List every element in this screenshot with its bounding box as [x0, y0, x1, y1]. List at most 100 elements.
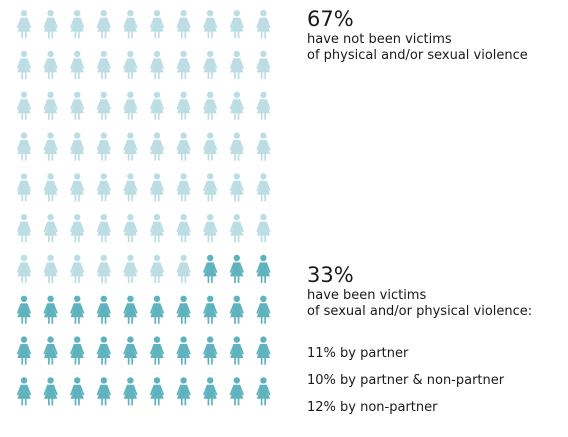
- person-icon-not-victim: [149, 50, 165, 79]
- person-icon-not-victim: [43, 50, 58, 79]
- person-icon-not-victim: [96, 132, 111, 161]
- person-icon-not-victim: [96, 50, 111, 79]
- person-icon-victim: [70, 295, 85, 324]
- person-icon-victim: [203, 295, 218, 324]
- person-icon-not-victim: [149, 132, 165, 161]
- person-icon-not-victim: [16, 254, 32, 283]
- person-icon-victim: [149, 377, 165, 406]
- person-icon-victim: [176, 295, 191, 324]
- person-icon-victim: [123, 295, 138, 324]
- person-icon-not-victim: [43, 132, 58, 161]
- person-icon-not-victim: [203, 214, 218, 243]
- person-icon-not-victim: [149, 10, 165, 39]
- person-icon-not-victim: [229, 132, 244, 161]
- person-icon-not-victim: [229, 10, 244, 39]
- person-icon-victim: [70, 377, 85, 406]
- person-icon-victim: [43, 295, 58, 324]
- person-icon-not-victim: [16, 91, 32, 120]
- person-icon-not-victim: [43, 214, 58, 243]
- person-icon-victim: [16, 295, 32, 324]
- person-icon-not-victim: [123, 214, 138, 243]
- not-victims-label-line1: have not been victims: [307, 32, 452, 48]
- person-icon-not-victim: [256, 214, 271, 243]
- person-icon-victim: [203, 377, 218, 406]
- person-icon-not-victim: [70, 173, 85, 202]
- person-icon-not-victim: [176, 10, 191, 39]
- person-icon-victim: [203, 336, 218, 365]
- person-icon-not-victim: [176, 91, 191, 120]
- person-icon-not-victim: [229, 173, 244, 202]
- breakdown-non-partner: 12% by non-partner: [307, 400, 438, 415]
- person-icon-not-victim: [176, 173, 191, 202]
- person-icon-not-victim: [229, 50, 244, 79]
- person-icon-not-victim: [123, 10, 138, 39]
- person-icon-victim: [149, 295, 165, 324]
- person-icon-not-victim: [43, 173, 58, 202]
- person-icon-victim: [203, 254, 218, 283]
- person-icon-not-victim: [96, 254, 111, 283]
- person-icon-not-victim: [229, 91, 244, 120]
- person-icon-victim: [70, 336, 85, 365]
- person-icon-not-victim: [149, 254, 165, 283]
- person-icon-not-victim: [203, 173, 218, 202]
- person-icon-not-victim: [43, 91, 58, 120]
- person-icon-not-victim: [16, 173, 32, 202]
- person-icon-not-victim: [149, 91, 165, 120]
- person-icon-not-victim: [256, 132, 271, 161]
- person-icon-not-victim: [149, 214, 165, 243]
- person-icon-not-victim: [96, 10, 111, 39]
- person-icon-victim: [96, 377, 111, 406]
- person-icon-victim: [256, 295, 271, 324]
- person-icon-not-victim: [229, 214, 244, 243]
- breakdown-partner-and-non-partner: 10% by partner & non-partner: [307, 373, 505, 388]
- person-icon-victim: [229, 254, 244, 283]
- person-icon-victim: [256, 377, 271, 406]
- person-icon-victim: [16, 377, 32, 406]
- person-icon-not-victim: [149, 173, 165, 202]
- person-icon-not-victim: [70, 214, 85, 243]
- person-icon-not-victim: [16, 10, 32, 39]
- person-icon-not-victim: [256, 10, 271, 39]
- person-icon-victim: [176, 377, 191, 406]
- person-icon-victim: [43, 377, 58, 406]
- person-icon-victim: [96, 336, 111, 365]
- victims-label-line2: of sexual and/or physical violence:: [307, 303, 533, 319]
- person-icon-victim: [123, 336, 138, 365]
- person-icon-victim: [16, 336, 32, 365]
- person-icon-not-victim: [256, 173, 271, 202]
- victims-block: 33% have been victims of sexual and/or p…: [307, 263, 532, 319]
- person-icon-not-victim: [70, 50, 85, 79]
- person-icon-not-victim: [96, 91, 111, 120]
- person-icon-not-victim: [96, 173, 111, 202]
- person-icon-not-victim: [123, 91, 138, 120]
- person-icon-not-victim: [123, 132, 138, 161]
- person-icon-not-victim: [123, 173, 138, 202]
- not-victims-label-line2: of physical and/or sexual violence: [307, 47, 528, 63]
- person-icon-victim: [123, 377, 138, 406]
- person-icon-not-victim: [16, 214, 32, 243]
- person-icon-not-victim: [203, 91, 218, 120]
- person-icon-not-victim: [70, 254, 85, 283]
- person-icon-not-victim: [123, 254, 138, 283]
- victims-label-line1: have been victims: [307, 288, 427, 304]
- pictogram-grid: [16, 10, 271, 406]
- person-icon-not-victim: [123, 50, 138, 79]
- person-icon-not-victim: [256, 50, 271, 79]
- person-icon-not-victim: [70, 132, 85, 161]
- person-icon-not-victim: [43, 10, 58, 39]
- person-icon-victim: [256, 254, 271, 283]
- breakdown-partner: 11% by partner: [307, 346, 409, 361]
- person-icon-not-victim: [203, 50, 218, 79]
- person-icon-victim: [96, 295, 111, 324]
- person-icon-not-victim: [176, 50, 191, 79]
- person-icon-not-victim: [16, 132, 32, 161]
- person-icon-not-victim: [96, 214, 111, 243]
- person-icon-victim: [149, 336, 165, 365]
- person-icon-not-victim: [203, 132, 218, 161]
- person-icon-not-victim: [256, 91, 271, 120]
- person-icon-not-victim: [203, 10, 218, 39]
- person-icon-not-victim: [176, 214, 191, 243]
- person-icon-victim: [43, 336, 58, 365]
- person-icon-not-victim: [16, 50, 32, 79]
- person-icon-not-victim: [70, 91, 85, 120]
